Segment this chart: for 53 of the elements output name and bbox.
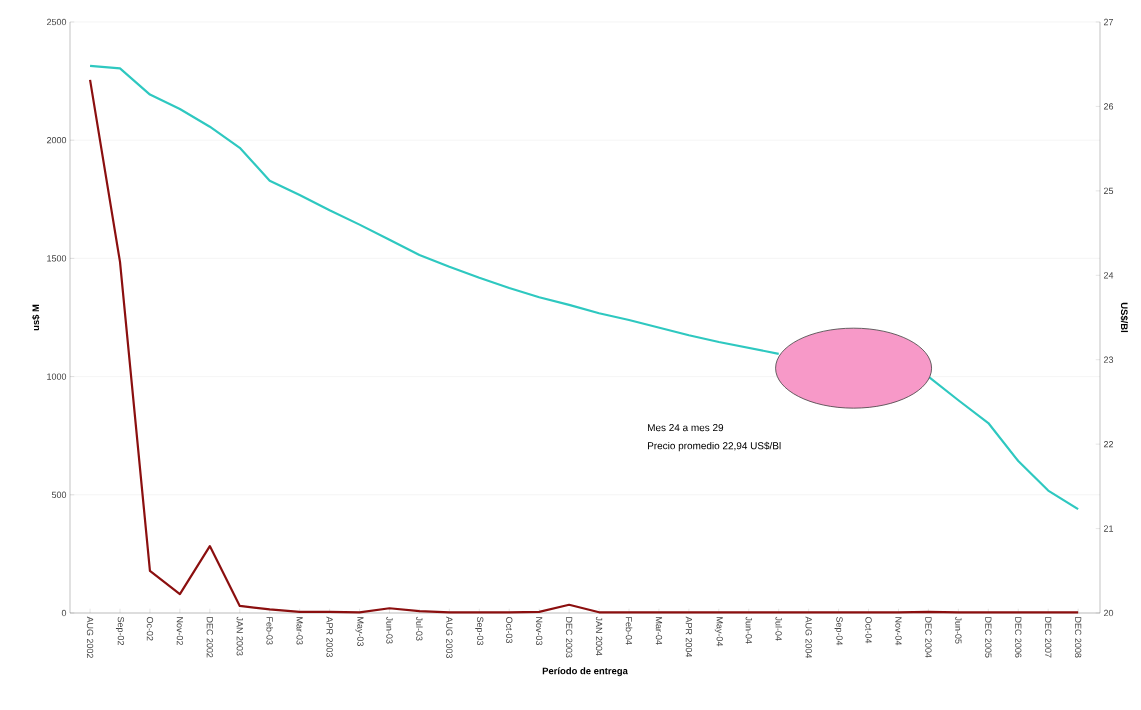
y2-tick-label: 24 (1103, 272, 1114, 279)
y2-tick-label: 23 (1103, 356, 1114, 363)
x-tick-label: DEC 2004 (925, 617, 932, 658)
y-tick-label: 1500 (47, 255, 67, 262)
x-tick-label: DEC 2002 (206, 617, 214, 658)
x-tick-label: DEC 2003 (565, 617, 573, 658)
x-tick-label: May-03 (355, 617, 364, 647)
x-tick-label: DEC 2005 (985, 617, 992, 658)
x-tick-label: May-04 (714, 617, 723, 647)
y2-tick-label: 22 (1103, 441, 1114, 448)
x-tick-label: Jul-03 (416, 616, 423, 641)
annotation: Precio promedio 22,94 US$/Bl (647, 441, 781, 452)
x-tick-label: Oct-03 (506, 616, 513, 644)
y2-tick-label: 21 (1103, 525, 1114, 532)
x-tick-label: Mar-04 (655, 617, 663, 645)
x-tick-label: DEC 2006 (1015, 617, 1022, 658)
y-tick-label: 2000 (46, 137, 67, 144)
y2-tick-label: 26 (1103, 103, 1114, 110)
x-tick-label: Jul-04 (775, 616, 783, 641)
y2-tick-label: 20 (1103, 609, 1114, 617)
x-tick-label: AUG 2003 (446, 616, 453, 658)
x-tick-label: DEC 2007 (1045, 617, 1052, 658)
x-tick-label: Feb-03 (266, 617, 274, 645)
x-tick-label: Jun-05 (955, 616, 962, 644)
x-tick-label: Nov-02 (176, 617, 184, 645)
x-tick-label: Nov-04 (895, 617, 902, 646)
y-tick-label: 1000 (47, 373, 67, 380)
x-tick-label: Mar-03 (296, 617, 303, 645)
y-tick-label: 0 (61, 609, 67, 617)
x-tick-label: AUG 2002 (86, 616, 94, 658)
y2-tick-label: 27 (1103, 18, 1114, 26)
x-tick-label: JAN 2003 (236, 616, 243, 656)
x-tick-label: Sep-04 (834, 616, 843, 646)
x-tick-label: JAN 2004 (595, 616, 603, 656)
y-tick-label: 2500 (46, 18, 67, 26)
x-tick-label: Sep-03 (475, 616, 484, 646)
y2-axis-title: US$/Bl (1120, 302, 1129, 333)
x-tick-label: Feb-04 (625, 617, 633, 645)
x-tick-label: Oc-02 (146, 616, 154, 641)
x-tick-label: Nov-03 (536, 617, 543, 646)
y-tick-label: 500 (51, 491, 67, 498)
x-tick-label: AUG 2004 (805, 616, 812, 659)
y-axis-title: us$ M (31, 304, 40, 331)
annotation: Mes 24 a mes 29 (647, 424, 724, 432)
y2-tick-label: 25 (1103, 187, 1114, 195)
x-tick-label: Jun-03 (386, 616, 393, 644)
x-tick-label: Sep-02 (115, 616, 125, 645)
x-axis-title: Período de entrega (542, 667, 628, 677)
x-tick-label: Jun-04 (745, 616, 752, 644)
x-tick-label: APR 2004 (685, 616, 693, 658)
x-tick-label: DEC 2008 (1074, 617, 1082, 658)
x-tick-label: Oct-04 (865, 616, 872, 644)
x-tick-label: APR 2003 (326, 616, 333, 657)
